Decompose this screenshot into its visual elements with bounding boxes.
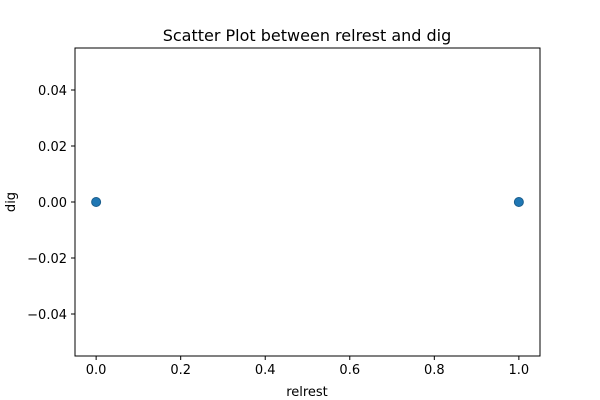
x-tick-label: 0.2 <box>170 363 191 378</box>
y-tick-label: 0.04 <box>38 84 67 99</box>
x-axis-ticks: 0.0 0.2 0.4 0.6 0.8 1.0 <box>86 356 529 378</box>
chart-title: Scatter Plot between relrest and dig <box>163 26 452 45</box>
plot-area-frame <box>74 47 541 357</box>
data-points <box>91 197 524 207</box>
y-axis-ticks: −0.04 −0.02 0.00 0.02 0.04 <box>27 84 75 323</box>
x-tick-label: 0.0 <box>86 363 107 378</box>
y-tick-label: −0.04 <box>27 308 67 323</box>
x-tick-label: 0.8 <box>424 363 445 378</box>
x-tick-label: 0.6 <box>339 363 360 378</box>
x-tick-label: 1.0 <box>509 363 530 378</box>
x-tick-label: 0.4 <box>255 363 276 378</box>
y-tick-label: 0.00 <box>38 196 67 211</box>
y-tick-label: 0.02 <box>38 140 67 155</box>
y-tick-label: −0.02 <box>27 252 67 267</box>
x-axis-label: relrest <box>286 385 328 400</box>
y-axis-label: dig <box>4 192 19 212</box>
data-point <box>513 197 524 207</box>
data-point <box>91 197 102 207</box>
